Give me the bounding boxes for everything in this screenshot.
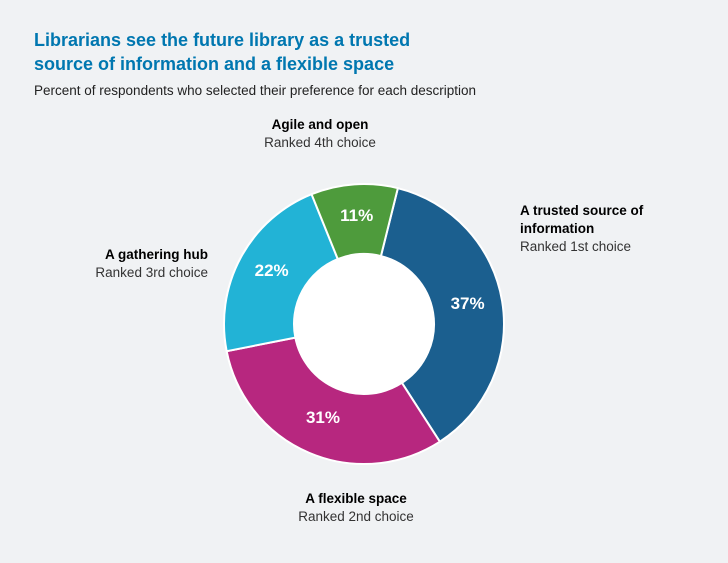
title-line-1: Librarians see the future library as a t…	[34, 30, 410, 50]
segment-label-trusted: A trusted source of information Ranked 1…	[520, 202, 690, 257]
chart-title: Librarians see the future library as a t…	[34, 28, 464, 77]
segment-name: Agile and open	[230, 116, 410, 134]
segment-rank: Ranked 3rd choice	[66, 264, 208, 282]
pct-label-gathering: 22%	[255, 261, 289, 281]
pct-label-trusted: 37%	[451, 294, 485, 314]
chart-subtitle: Percent of respondents who selected thei…	[34, 83, 694, 98]
segment-name: A flexible space	[256, 490, 456, 508]
donut-chart: 37% 31% 22% 11% A trusted source of info…	[0, 110, 728, 550]
segment-rank: Ranked 4th choice	[230, 134, 410, 152]
segment-rank: Ranked 1st choice	[520, 238, 690, 256]
segment-name: A trusted source of information	[520, 202, 690, 238]
pct-label-agile: 11%	[340, 206, 373, 226]
title-line-2: source of information and a flexible spa…	[34, 54, 394, 74]
donut-hole	[294, 254, 434, 394]
chart-container: Librarians see the future library as a t…	[0, 0, 728, 563]
segment-name: A gathering hub	[66, 246, 208, 264]
pct-label-flexible: 31%	[306, 408, 340, 428]
segment-rank: Ranked 2nd choice	[256, 508, 456, 526]
segment-label-agile: Agile and open Ranked 4th choice	[230, 116, 410, 152]
segment-label-gathering: A gathering hub Ranked 3rd choice	[66, 246, 208, 282]
segment-label-flexible: A flexible space Ranked 2nd choice	[256, 490, 456, 526]
